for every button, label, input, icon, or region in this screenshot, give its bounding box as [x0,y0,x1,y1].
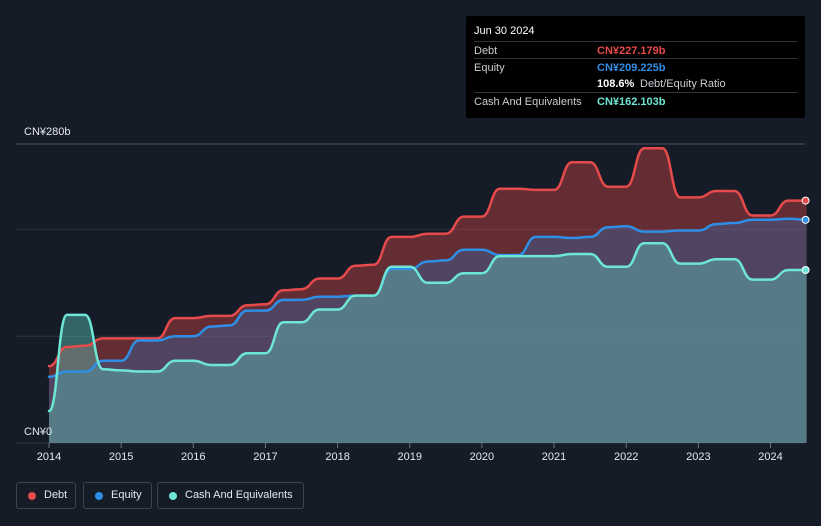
y-tick-label-cn-0: CN¥0 [24,426,52,438]
legend-item-equity[interactable]: Equity [83,482,152,509]
tooltip-row-cash: Cash And Equivalents CN¥162.103b [474,92,797,110]
x-tick-label-2023: 2023 [686,451,710,463]
y-tick-label-cn-280b: CN¥280b [24,126,70,138]
area-cash-and-equivalents [49,243,807,443]
tooltip-equity-label: Equity [474,62,505,74]
tooltip-row-equity: Equity CN¥209.225b [474,58,797,76]
end-marker-debt [801,196,810,205]
legend-label-equity: Equity [111,489,142,501]
tooltip-ratio-label: Debt/Equity Ratio [640,78,726,90]
legend-dot-equity [95,492,103,500]
x-tick-label-2016: 2016 [181,451,205,463]
legend-label-cash: Cash And Equivalents [185,489,293,501]
tooltip-cash-label: Cash And Equivalents [474,96,582,108]
area-equity [49,218,807,443]
tooltip-panel: Jun 30 2024 Debt CN¥227.179b Equity CN¥2… [466,16,805,118]
end-marker-cash-and-equivalents [801,266,810,275]
x-tick-label-2014: 2014 [37,451,61,463]
line-debt [47,147,808,368]
x-tick-label-2017: 2017 [253,451,277,463]
tooltip-cash-value: CN¥162.103b [597,96,666,108]
legend-label-debt: Debt [44,489,68,501]
x-tick-label-2015: 2015 [109,451,133,463]
legend-dot-cash [169,492,177,500]
tooltip-date: Jun 30 2024 [474,25,535,37]
tooltip-row-ratio: 108.6% Debt/Equity Ratio [474,75,797,92]
legend-item-cash[interactable]: Cash And Equivalents [157,482,304,509]
x-tick-label-2024: 2024 [758,451,782,463]
tooltip-row-debt: Debt CN¥227.179b [474,41,797,59]
tooltip-debt-label: Debt [474,45,498,57]
x-tick-label-2018: 2018 [325,451,349,463]
line-equity [47,217,808,379]
area-debt [49,148,807,444]
legend-dot-debt [28,492,36,500]
x-tick-label-2020: 2020 [470,451,494,463]
legend-item-debt[interactable]: Debt [16,482,76,509]
x-tick-label-2022: 2022 [614,451,638,463]
tooltip-debt-value: CN¥227.179b [597,45,666,57]
x-tick-label-2019: 2019 [398,451,422,463]
tooltip-ratio-value: 108.6% [597,78,635,90]
x-tick-label-2021: 2021 [542,451,566,463]
end-marker-equity [801,215,810,224]
tooltip-equity-value: CN¥209.225b [597,62,666,74]
line-cash-and-equivalents [47,242,808,413]
